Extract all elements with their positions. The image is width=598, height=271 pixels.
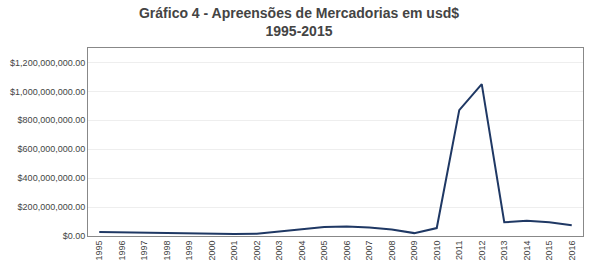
svg-text:1999: 1999 xyxy=(184,241,194,261)
svg-text:$600,000,000.00: $600,000,000.00 xyxy=(18,144,86,154)
svg-text:$400,000,000.00: $400,000,000.00 xyxy=(18,173,86,183)
svg-text:2014: 2014 xyxy=(522,241,532,261)
svg-text:Gráfico 4 - Apreensões de Merc: Gráfico 4 - Apreensões de Mercadorias em… xyxy=(139,5,459,39)
svg-text:2004: 2004 xyxy=(297,241,307,261)
svg-text:2009: 2009 xyxy=(409,241,419,261)
svg-text:$1,200,000,000.00: $1,200,000,000.00 xyxy=(10,58,85,68)
svg-text:2010: 2010 xyxy=(432,241,442,261)
svg-text:$800,000,000.00: $800,000,000.00 xyxy=(18,115,86,125)
svg-text:1995: 1995 xyxy=(94,241,104,261)
svg-text:2000: 2000 xyxy=(207,241,217,261)
svg-text:1997: 1997 xyxy=(139,241,149,261)
svg-text:2002: 2002 xyxy=(252,241,262,261)
svg-text:2012: 2012 xyxy=(477,241,487,261)
svg-text:2007: 2007 xyxy=(364,241,374,261)
svg-text:2001: 2001 xyxy=(229,241,239,261)
svg-text:$1,000,000,000.00: $1,000,000,000.00 xyxy=(10,87,85,97)
svg-text:2011: 2011 xyxy=(454,241,464,260)
svg-text:2003: 2003 xyxy=(274,241,284,261)
svg-text:1998: 1998 xyxy=(162,241,172,261)
svg-text:2005: 2005 xyxy=(319,241,329,261)
svg-text:1996: 1996 xyxy=(117,241,127,261)
svg-text:2008: 2008 xyxy=(387,241,397,261)
svg-text:$200,000,000.00: $200,000,000.00 xyxy=(18,202,86,212)
svg-text:2006: 2006 xyxy=(342,241,352,261)
svg-text:2015: 2015 xyxy=(544,241,554,261)
svg-text:2013: 2013 xyxy=(499,241,509,261)
svg-text:$0.00: $0.00 xyxy=(63,231,86,241)
svg-text:2016: 2016 xyxy=(567,241,577,261)
